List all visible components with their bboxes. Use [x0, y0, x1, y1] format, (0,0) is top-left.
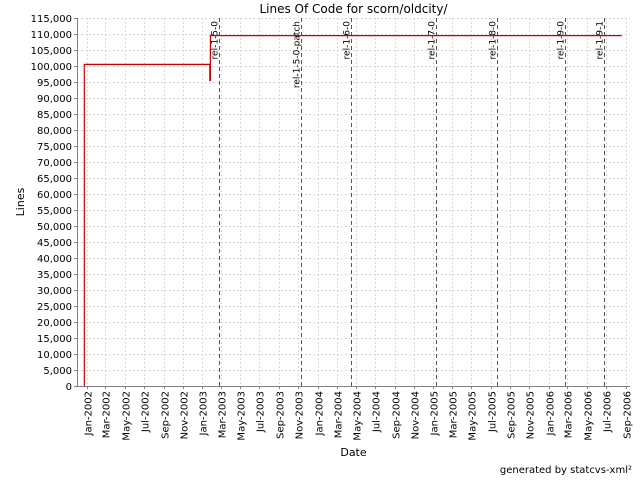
- x-tick-label: Mar-2002: [102, 391, 113, 438]
- x-tick-label: Jan-2002: [84, 391, 95, 436]
- series-line-loc: [83, 34, 622, 386]
- x-tick-label: May-2005: [468, 391, 479, 441]
- x-tick-label: May-2003: [237, 391, 248, 441]
- x-tick-label: Jul-2005: [488, 391, 499, 433]
- y-tick-label: 115,000: [31, 14, 72, 25]
- x-tick-label: Sep-2003: [276, 391, 287, 439]
- y-tick-label: 10,000: [37, 350, 72, 361]
- release-marker-label: rel-1-8-0: [489, 21, 499, 60]
- x-tick-label: May-2002: [122, 391, 133, 441]
- y-tick-label: 65,000: [37, 174, 72, 185]
- y-tick-label: 30,000: [37, 286, 72, 297]
- x-axis-label: Date: [340, 446, 367, 459]
- x-tick-label: Sep-2004: [392, 391, 403, 439]
- y-axis-ticks: 0 5,000 10,000 15,000 20,000 25,000 30,000 35,0…: [31, 14, 77, 393]
- y-tick-label: 45,000: [37, 238, 72, 249]
- y-tick-label: 110,000: [31, 30, 72, 41]
- y-tick-label: 35,000: [37, 270, 72, 281]
- x-tick-label: Jan-2006: [546, 391, 557, 436]
- y-tick-label: 5,000: [43, 366, 72, 377]
- y-tick-label: 15,000: [37, 334, 72, 345]
- x-tick-label: Mar-2004: [334, 391, 345, 438]
- x-tick-label: Jan-2005: [430, 391, 441, 436]
- y-tick-label: 85,000: [37, 110, 72, 121]
- y-tick-label: 0: [66, 382, 72, 393]
- release-marker-label: rel-1-7-0: [428, 21, 438, 60]
- y-tick-label: 25,000: [37, 302, 72, 313]
- y-tick-label: 105,000: [31, 46, 72, 57]
- x-tick-label: Jul-2004: [372, 391, 383, 433]
- y-axis-label: Lines: [14, 187, 27, 216]
- x-tick-label: May-2004: [353, 391, 364, 441]
- y-tick-label: 60,000: [37, 190, 72, 201]
- y-tick-label: 75,000: [37, 142, 72, 153]
- x-tick-label: Mar-2003: [218, 391, 229, 438]
- y-tick-label: 55,000: [37, 206, 72, 217]
- y-tick-label: 50,000: [37, 222, 72, 233]
- y-tick-label: 70,000: [37, 158, 72, 169]
- release-marker-label: rel-1-5-0-patch: [293, 21, 303, 88]
- release-markers: rel-1-5-0 rel-1-5-0-patch rel-1-6-0 rel-1-7…: [211, 18, 606, 386]
- y-tick-label: 100,000: [31, 62, 72, 73]
- x-tick-label: May-2006: [584, 391, 595, 441]
- y-tick-label: 80,000: [37, 126, 72, 137]
- x-tick-label: Mar-2005: [449, 391, 460, 438]
- x-tick-label: Jul-2006: [603, 391, 614, 433]
- x-tick-label: Jul-2002: [141, 391, 152, 433]
- x-tick-label: Jan-2003: [199, 391, 210, 436]
- generator-credit: generated by statcvs-xml²: [499, 465, 632, 476]
- y-tick-label: 40,000: [37, 254, 72, 265]
- x-tick-label: Nov-2002: [180, 391, 191, 439]
- x-tick-label: Mar-2006: [564, 391, 575, 438]
- x-tick-label: Sep-2006: [623, 391, 634, 439]
- x-tick-label: Nov-2004: [411, 391, 422, 439]
- release-marker-label: rel-1-9-0: [557, 21, 567, 60]
- y-tick-label: 20,000: [37, 318, 72, 329]
- grid-lines: [77, 18, 630, 387]
- release-marker-label: rel-1-6-0: [343, 21, 353, 60]
- release-marker-label: rel-1-9-1: [596, 21, 606, 59]
- x-tick-label: Nov-2003: [295, 391, 306, 439]
- release-marker-label: rel-1-5-0: [211, 21, 221, 60]
- y-tick-label: 95,000: [37, 78, 72, 89]
- x-tick-label: Jul-2003: [256, 391, 267, 433]
- x-tick-label: Sep-2005: [507, 391, 518, 439]
- x-tick-label: Sep-2002: [161, 391, 172, 439]
- y-tick-label: 90,000: [37, 94, 72, 105]
- x-axis-ticks: Jan-2002 Mar-2002 May-2002 Jul-2002 Sep-2002…: [84, 386, 634, 441]
- chart-title: Lines Of Code for scorn/oldcity/: [259, 2, 448, 16]
- x-tick-label: Jan-2004: [315, 391, 326, 436]
- x-tick-label: Nov-2005: [526, 391, 537, 439]
- plot-area: [77, 18, 630, 386]
